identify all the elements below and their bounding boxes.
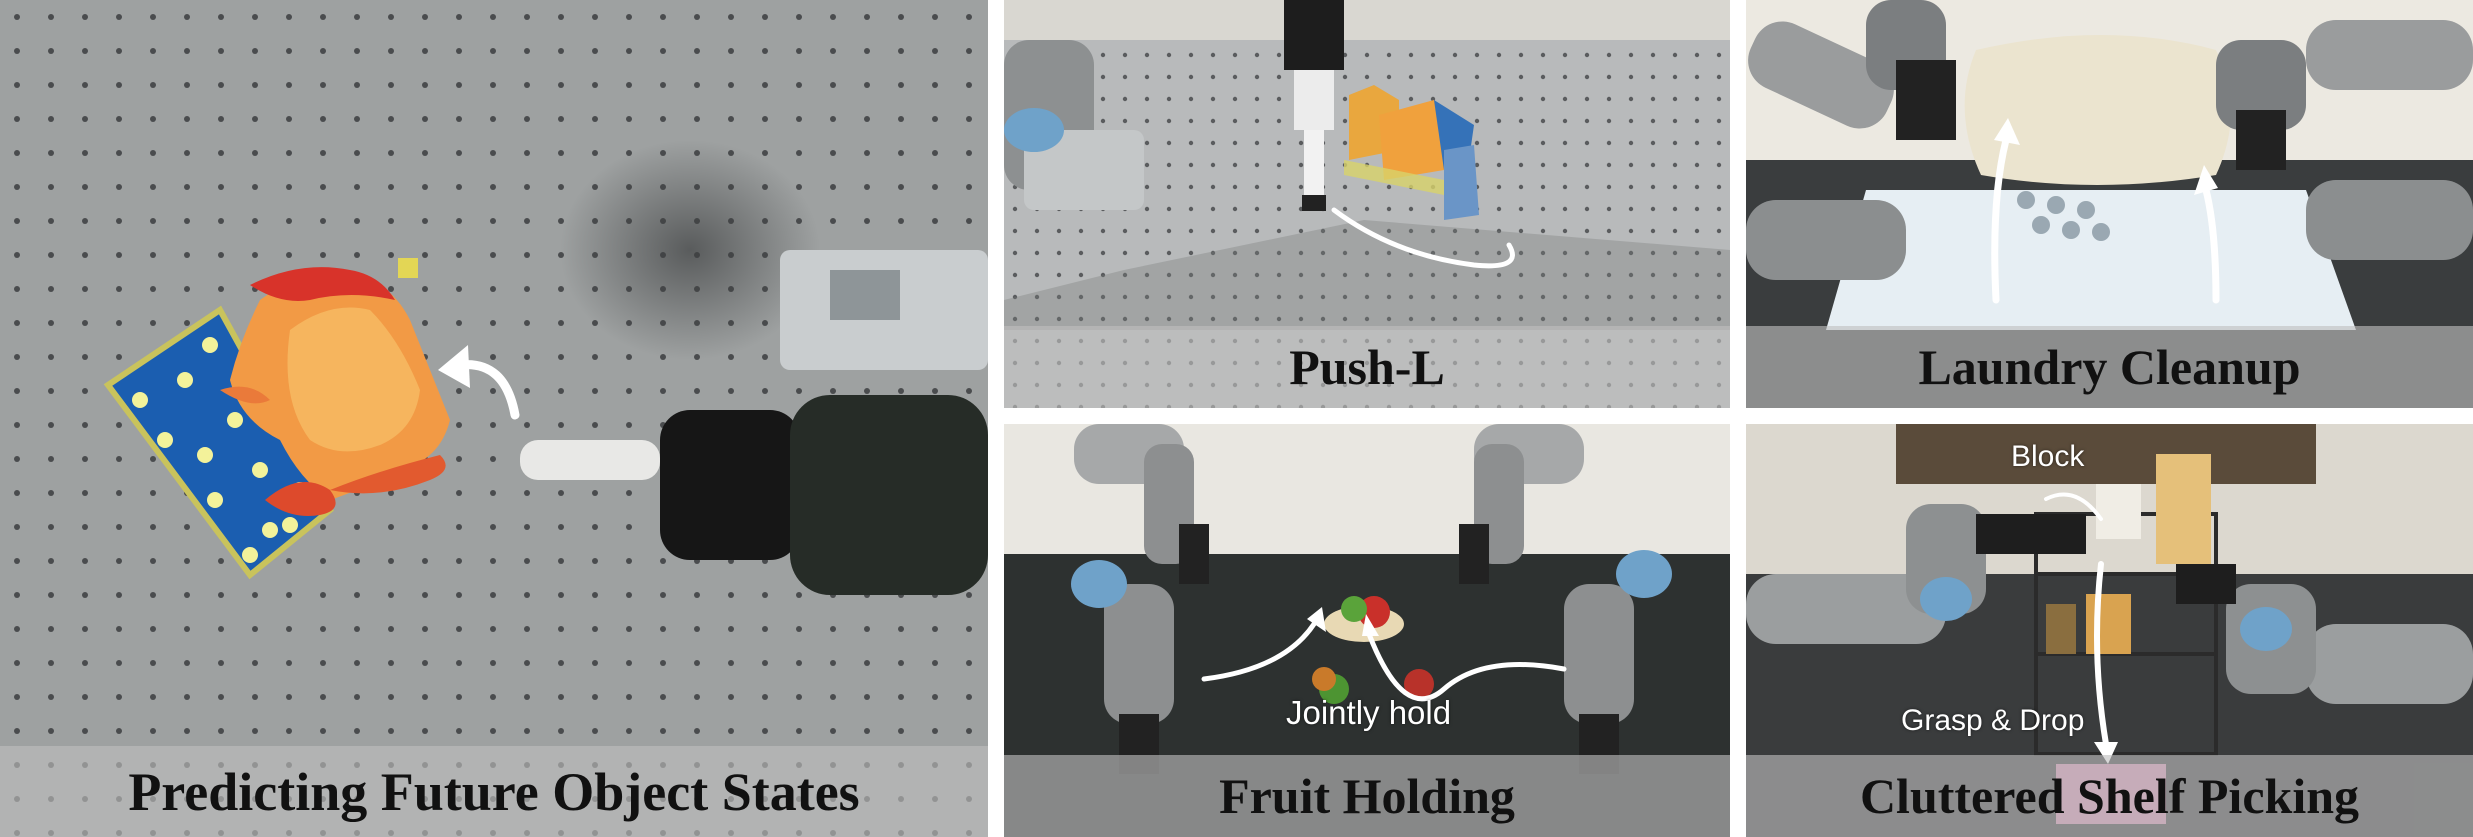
robot-shadow: [560, 140, 820, 360]
pusher-tool: [1284, 0, 1344, 211]
robot-arm-right: [2216, 20, 2473, 260]
l-shaped-blocks: [1344, 85, 1479, 220]
block-label: Block: [2011, 440, 2085, 473]
joint-hold-arrows: [1201, 621, 1567, 702]
jointly-hold-label: Jointly hold: [1286, 694, 1452, 731]
caption-bar: Fruit Holding: [1004, 755, 1730, 837]
robot-arm-right: [1459, 424, 1672, 774]
push-trajectory-arrow: [1331, 207, 1515, 269]
predicting-scene: [0, 0, 988, 837]
robot-arm-left: [1746, 0, 1956, 280]
caption-bar: Push-L: [1004, 326, 1730, 408]
caption-bar: Predicting Future Object States: [0, 746, 988, 837]
grasp-and-drop-label: Grasp & Drop: [1901, 704, 2085, 737]
panel-predicting-future-object-states: Predicting Future Object States: [0, 0, 988, 837]
pillow: [1964, 35, 2231, 185]
fruit-bowl: [1312, 596, 1434, 704]
grasp-drop-arrow: [2094, 561, 2109, 747]
laundry-basket: [1826, 190, 2356, 330]
panel-cluttered-shelf-picking: Block Grasp & Drop Cluttered Shelf Picki…: [1746, 424, 2473, 837]
robot-gripper: [520, 250, 988, 595]
panel-caption: Predicting Future Object States: [128, 761, 860, 822]
panel-laundry-cleanup: Laundry Cleanup: [1746, 0, 2473, 408]
predicted-object-states: [220, 258, 450, 516]
robot-arm: [1004, 40, 1144, 210]
panel-caption: Cluttered Shelf Picking: [1859, 768, 2360, 824]
caption-bar: Cluttered Shelf Picking: [1746, 755, 2473, 837]
robot-arm-right: [2176, 564, 2473, 704]
panel-caption: Push-L: [1289, 339, 1445, 395]
lift-arrows: [1991, 136, 2220, 304]
robot-arm-left: [1746, 504, 2086, 644]
panel-fruit-holding: Jointly hold Fruit Holding: [1004, 424, 1730, 837]
robot-arm-left: [1071, 424, 1209, 774]
caption-bar: Laundry Cleanup: [1746, 326, 2473, 408]
panel-caption: Fruit Holding: [1219, 768, 1515, 824]
panel-push-l: Push-L: [1004, 0, 1730, 408]
block-arrow: [2044, 492, 2103, 521]
panel-caption: Laundry Cleanup: [1918, 339, 2301, 395]
shelf-items: [2046, 454, 2211, 654]
push-direction-arrow: [438, 345, 520, 420]
